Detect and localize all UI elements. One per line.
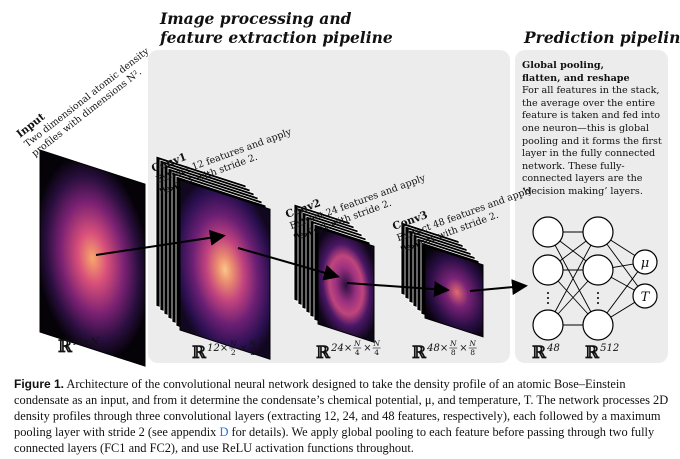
dims-denominator: 4 [374, 348, 379, 357]
network: μT [532, 216, 658, 341]
output-label: T [641, 290, 651, 305]
ellipsis-dot [547, 292, 549, 294]
dims-exponent: 24× [330, 343, 352, 354]
dims-exponent: N×N [72, 337, 100, 348]
ellipsis-dot [547, 297, 549, 299]
prediction-title: flatten, and reshape [522, 72, 630, 84]
dims-denominator: 2 [231, 348, 236, 357]
prediction-title: Global pooling, [522, 60, 604, 71]
prediction-panel [515, 50, 668, 363]
ellipsis-dot [547, 302, 549, 304]
ellipsis-dot [597, 297, 599, 299]
neuron [582, 254, 614, 286]
feature-maps [39, 149, 484, 367]
dims-symbol: ℝ [316, 343, 331, 363]
neuron [582, 216, 614, 248]
neuron [532, 216, 564, 248]
layer-description: profiles with dimensions N². [30, 67, 144, 159]
ellipsis-dot [597, 302, 599, 304]
caption-label: Figure 1. [14, 377, 65, 391]
caption: Figure 1. Architecture of the convolutio… [14, 376, 670, 456]
dims-exponent: 48× [426, 343, 448, 354]
dims-exponent: 12× [207, 343, 228, 354]
prediction-description: For all features in the stack, the avera… [522, 85, 662, 197]
dims-exponent: × [459, 343, 467, 354]
feature-map [317, 227, 375, 343]
arrow [469, 279, 528, 296]
dims-numerator: N [353, 339, 361, 348]
dims-numerator: N [468, 339, 476, 348]
prediction-text: Global pooling, flatten, and reshape For… [522, 60, 662, 199]
dims-symbol: ℝ [532, 343, 547, 363]
edge [547, 231, 599, 326]
dims-symbol: ℝ [192, 343, 207, 363]
feature-map [39, 149, 146, 367]
dims-exponent: 48 [546, 343, 560, 354]
diagram: Image processing and feature extraction … [14, 9, 680, 367]
feature-map [179, 179, 271, 360]
dims-denominator: 4 [355, 348, 360, 357]
caption-text: Architecture of the convolutional neural… [14, 377, 669, 439]
panel-title: Image processing and [159, 9, 352, 28]
arrow [237, 247, 340, 281]
dims-denominator: 8 [451, 348, 456, 357]
output-neuron [632, 283, 658, 309]
dims-symbol: ℝ [585, 343, 600, 363]
dims-denominator: 8 [470, 348, 475, 357]
dims-exponent: × [239, 343, 247, 354]
dims-denominator: 2 [250, 348, 255, 357]
feature-map [317, 227, 375, 343]
dims-numerator: N [248, 339, 256, 348]
output-neuron [632, 249, 658, 275]
panel-title: Prediction pipeline [523, 28, 680, 47]
dims-exponent: × [363, 343, 371, 354]
feature-map [424, 245, 484, 338]
dims-numerator: N [449, 339, 457, 348]
layer-description: Two dimensional atomic density [22, 46, 151, 150]
dims-symbol: ℝ [58, 337, 73, 357]
dims-numerator: N [372, 339, 380, 348]
dims-numerator: N [229, 339, 237, 348]
feature-map [179, 179, 271, 360]
arrow [346, 281, 450, 298]
output-label: μ [641, 256, 649, 271]
dims-exponent: 512 [600, 343, 619, 354]
feature-map [424, 245, 484, 338]
neuron [532, 309, 564, 341]
caption-link[interactable]: D [219, 425, 229, 439]
caption-text: for details). We apply global pooling to… [14, 425, 655, 455]
ellipsis-dot [597, 292, 599, 294]
neuron [532, 254, 564, 286]
panel-title: feature extraction pipeline [159, 28, 393, 47]
neuron [582, 309, 614, 341]
arrows [95, 229, 528, 298]
feature-map [39, 149, 146, 367]
dims-symbol: ℝ [412, 343, 427, 363]
arrow [95, 229, 226, 256]
